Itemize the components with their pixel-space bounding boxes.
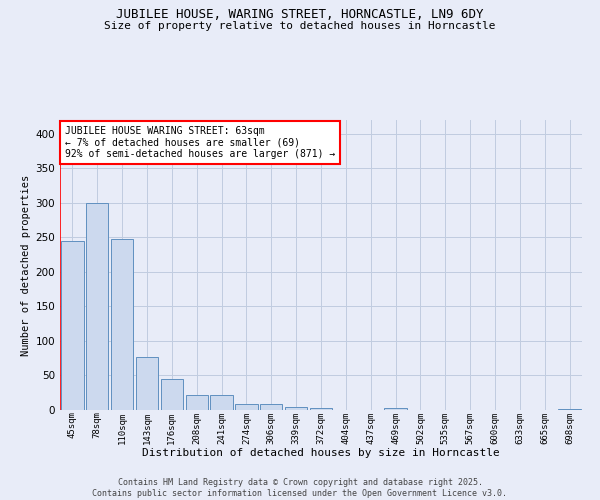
Bar	[185, 395, 208, 410]
Bar	[211, 395, 233, 410]
Bar	[136, 357, 158, 410]
Bar	[559, 408, 581, 410]
Bar	[61, 241, 83, 410]
Bar	[111, 239, 133, 410]
Y-axis label: Number of detached properties: Number of detached properties	[21, 174, 31, 356]
Bar	[235, 404, 257, 410]
Text: JUBILEE HOUSE, WARING STREET, HORNCASTLE, LN9 6DY: JUBILEE HOUSE, WARING STREET, HORNCASTLE…	[116, 8, 484, 20]
Text: Size of property relative to detached houses in Horncastle: Size of property relative to detached ho…	[104, 21, 496, 31]
Bar	[161, 379, 183, 410]
Bar	[86, 203, 109, 410]
X-axis label: Distribution of detached houses by size in Horncastle: Distribution of detached houses by size …	[142, 448, 500, 458]
Bar	[385, 408, 407, 410]
Bar	[285, 406, 307, 410]
Text: JUBILEE HOUSE WARING STREET: 63sqm
← 7% of detached houses are smaller (69)
92% : JUBILEE HOUSE WARING STREET: 63sqm ← 7% …	[65, 126, 335, 159]
Bar	[310, 408, 332, 410]
Bar	[260, 404, 283, 410]
Text: Contains HM Land Registry data © Crown copyright and database right 2025.
Contai: Contains HM Land Registry data © Crown c…	[92, 478, 508, 498]
